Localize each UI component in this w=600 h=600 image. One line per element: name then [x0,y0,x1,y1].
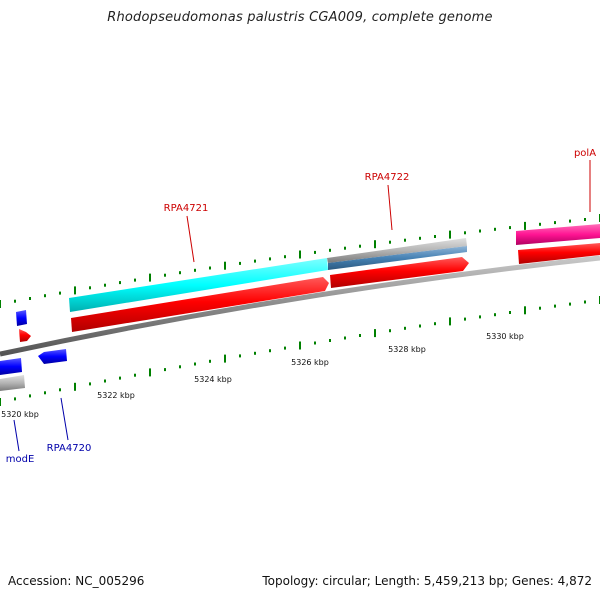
gene-label-rpa4722[interactable]: RPA4722 [365,172,410,183]
mode-leader [13,419,20,452]
gene-label-rpa4721[interactable]: RPA4721 [164,203,209,214]
tick-label-5322: 5322 kbp [97,391,135,400]
inner-tick-ring [0,296,600,406]
rpa4721-leader [186,215,195,263]
genome-backbone [0,255,600,357]
tick-label-5326: 5326 kbp [291,358,329,367]
cds-rpa4722[interactable] [330,257,469,288]
tick-label-5328: 5328 kbp [388,345,426,354]
topology-text: Topology: circular; Length: 5,459,213 bp… [262,574,592,588]
cds-pola[interactable] [518,243,600,264]
map-title: Rhodopseudomonas palustris CGA009, compl… [107,10,493,25]
gene-label-pola[interactable]: polA [574,148,596,159]
cds-small-red[interactable] [19,329,31,342]
gray-feature[interactable] [327,238,467,263]
outer-tick-ring [0,214,600,308]
cyan-feature[interactable] [69,258,328,312]
tick-label-5320: 5320 kbp [1,410,39,419]
tick-label-5330: 5330 kbp [486,332,524,341]
rpa4722-leader [387,184,393,231]
accession-text: Accession: NC_005296 [8,574,145,588]
cds-mode[interactable] [0,358,22,375]
gene-label-rpa4720[interactable]: RPA4720 [47,443,92,454]
rpa4720-leader [60,397,69,441]
cds-small-blue[interactable] [16,310,27,326]
steelblue-feature[interactable] [328,246,467,270]
tick-label-5324: 5324 kbp [194,375,232,384]
cds-rpa4720[interactable] [38,349,67,364]
magenta-feature[interactable] [516,224,600,245]
cds-rpa4721[interactable] [71,277,329,332]
gray-feature-left[interactable] [0,375,25,391]
gene-label-mode[interactable]: modE [6,454,35,465]
